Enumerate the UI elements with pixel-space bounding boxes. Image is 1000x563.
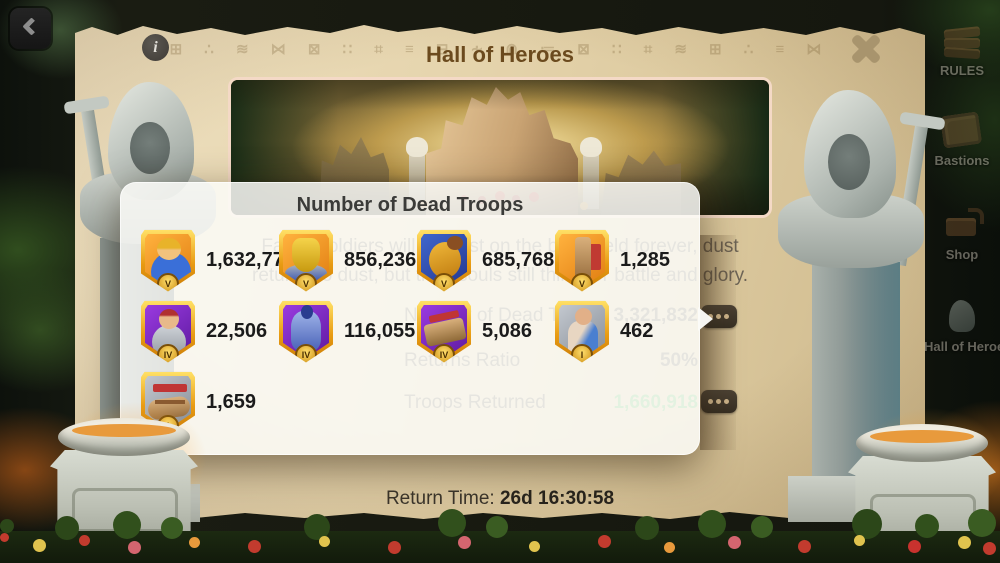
return-time-label: Return Time: bbox=[385, 488, 495, 509]
dead-troop-entry: V 1,632,775 bbox=[141, 225, 295, 296]
flower-border bbox=[0, 519, 1000, 563]
dead-troop-count: 462 bbox=[620, 320, 654, 342]
page-title: Hall of Heroes bbox=[426, 42, 574, 67]
troop-icon-siege-t5: V bbox=[279, 229, 333, 292]
sidebar-item-bastions[interactable]: Bastions bbox=[924, 111, 1000, 168]
hall-of-heroes-statue-icon bbox=[942, 300, 982, 336]
dead-troop-count: 856,236 bbox=[344, 249, 417, 271]
info-button[interactable]: i bbox=[142, 34, 169, 61]
sidebar: RULES Bastions Shop Hall of Heroes bbox=[924, 0, 1000, 563]
tier-badge: IV bbox=[433, 343, 455, 363]
sidebar-item-label: Shop bbox=[945, 247, 979, 262]
sidebar-item-label: Hall of Heroes bbox=[924, 339, 1000, 354]
parchment-glyphs: ⊞ ∴ ≋ ⋈ ⊠ ∷ ⌗ ≡ ⊟ ∻ ⋒ ≔ ⊠ ∷ ⌗ ≋ ⊞ ∴ ≡ ⋈ bbox=[169, 41, 831, 58]
return-time: Return Time: 26d 16:30:58 bbox=[75, 488, 925, 510]
troop-icon-cavalry-t5: V bbox=[417, 229, 471, 292]
troop-icon-siege-t4: IV bbox=[417, 300, 471, 363]
dead-troop-count: 1,632,775 bbox=[206, 249, 295, 271]
tooltip-arrow bbox=[698, 307, 713, 331]
dead-troop-count: 116,055 bbox=[344, 320, 416, 342]
dead-troop-entry: V 685,768 bbox=[417, 225, 555, 296]
tier-badge: I bbox=[571, 343, 593, 363]
more-options-icon bbox=[708, 399, 713, 404]
dead-troop-entry: IV 22,506 bbox=[141, 296, 279, 367]
dead-troop-count: 22,506 bbox=[206, 320, 268, 342]
troops-returned-details-button[interactable] bbox=[701, 390, 737, 413]
troop-icon-cavalry-t4: IV bbox=[279, 300, 333, 363]
tier-badge: V bbox=[571, 272, 593, 292]
tooltip-title: Number of Dead Troops bbox=[296, 194, 524, 216]
tier-badge: V bbox=[433, 272, 455, 292]
back-button[interactable] bbox=[10, 8, 51, 49]
back-chevron-icon bbox=[22, 17, 41, 36]
close-button[interactable] bbox=[847, 30, 885, 68]
tier-badge: IV bbox=[157, 343, 179, 363]
sidebar-item-hall-of-heroes[interactable]: Hall of Heroes bbox=[924, 300, 1000, 354]
parchment-edge-shadow bbox=[700, 235, 736, 450]
tier-badge: V bbox=[157, 272, 179, 292]
troop-icon-infantry-t4: IV bbox=[141, 300, 195, 363]
troop-icon-infantry-t1: I bbox=[555, 300, 609, 363]
brazier-bowl bbox=[58, 418, 190, 456]
dead-troop-entry: IV 5,086 bbox=[417, 296, 555, 367]
statue-hood bbox=[804, 90, 896, 218]
return-time-value: 26d 16:30:58 bbox=[499, 488, 615, 509]
sidebar-item-rules[interactable]: RULES bbox=[924, 24, 1000, 78]
dead-troop-count: 5,086 bbox=[482, 320, 533, 342]
shop-cart-icon bbox=[942, 208, 984, 244]
bastions-map-icon bbox=[939, 111, 983, 150]
dead-troop-count: 685,768 bbox=[482, 249, 555, 271]
troop-icon-infantry-t5: V bbox=[141, 229, 195, 292]
sidebar-item-shop[interactable]: Shop bbox=[924, 208, 1000, 262]
dead-troop-count: 1,285 bbox=[620, 249, 671, 271]
dead-troop-entry: I 462 bbox=[555, 296, 693, 367]
rules-book-icon bbox=[942, 24, 982, 60]
tier-badge: IV bbox=[295, 343, 317, 363]
sidebar-item-label: RULES bbox=[939, 63, 985, 78]
dead-troop-entry: V 856,236 bbox=[279, 225, 417, 296]
statue-hood bbox=[108, 82, 194, 200]
sidebar-item-label: Bastions bbox=[934, 153, 990, 168]
dead-troop-entry: IV 116,055 bbox=[279, 296, 417, 367]
troop-icon-siege-tower-t5: V bbox=[555, 229, 609, 292]
brazier-bowl bbox=[856, 424, 988, 462]
info-icon: i bbox=[153, 38, 158, 56]
tier-badge: V bbox=[295, 272, 317, 292]
dead-troop-entry: V 1,285 bbox=[555, 225, 693, 296]
